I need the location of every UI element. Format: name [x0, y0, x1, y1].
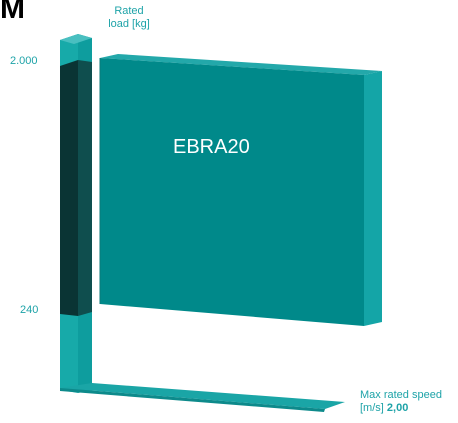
- y-tick-label-min: 240: [20, 304, 39, 316]
- block-top: [100, 54, 382, 75]
- y-axis-range-front: [60, 60, 78, 316]
- block-side: [364, 71, 382, 326]
- x-axis-bar-edge: [60, 388, 325, 412]
- x-axis-unit: [m/s]: [360, 402, 384, 414]
- y-axis-bar-top: [60, 34, 92, 44]
- corner-letter: M: [0, 0, 25, 25]
- y-axis-range-side: [78, 60, 92, 316]
- y-axis-title-line1: Rated: [114, 5, 144, 17]
- y-axis-title: Rated load [kg]: [96, 5, 162, 31]
- y-tick-label-max: 2.000: [10, 55, 38, 67]
- block-front: [100, 58, 364, 326]
- x-axis-title: Max rated speed [m/s] 2,00: [360, 389, 442, 415]
- x-axis-max-value: 2,00: [386, 402, 409, 414]
- x-axis-bar: [60, 383, 345, 409]
- series-label: EBRA20: [173, 136, 250, 158]
- y-axis-title-line2: load [kg]: [108, 18, 150, 30]
- x-axis-title-line1: Max rated speed: [360, 389, 442, 401]
- x-axis-title-line2: [m/s] 2,00: [360, 402, 442, 415]
